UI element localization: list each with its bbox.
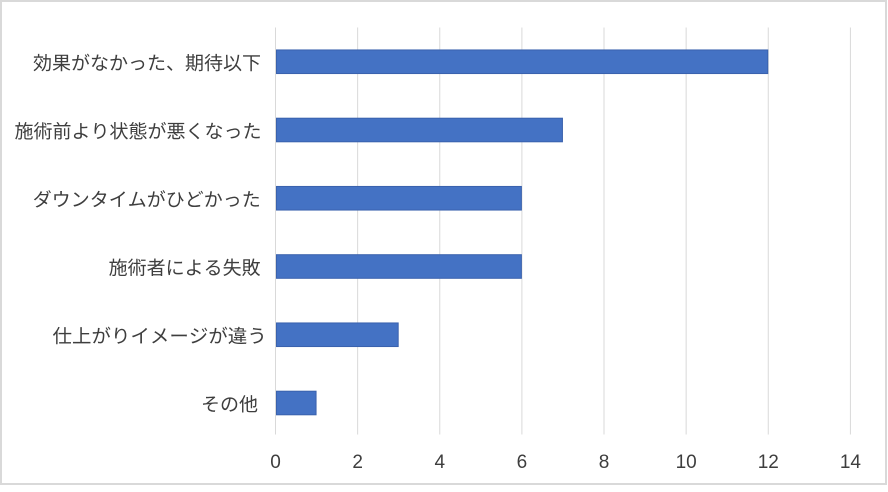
- svg-text:2: 2: [352, 452, 363, 473]
- svg-text:6: 6: [517, 452, 528, 473]
- svg-text:10: 10: [676, 452, 697, 473]
- svg-text:4: 4: [434, 452, 445, 473]
- svg-text:14: 14: [840, 452, 862, 473]
- svg-text:0: 0: [270, 452, 281, 473]
- svg-text:12: 12: [758, 452, 779, 473]
- svg-text:8: 8: [599, 452, 610, 473]
